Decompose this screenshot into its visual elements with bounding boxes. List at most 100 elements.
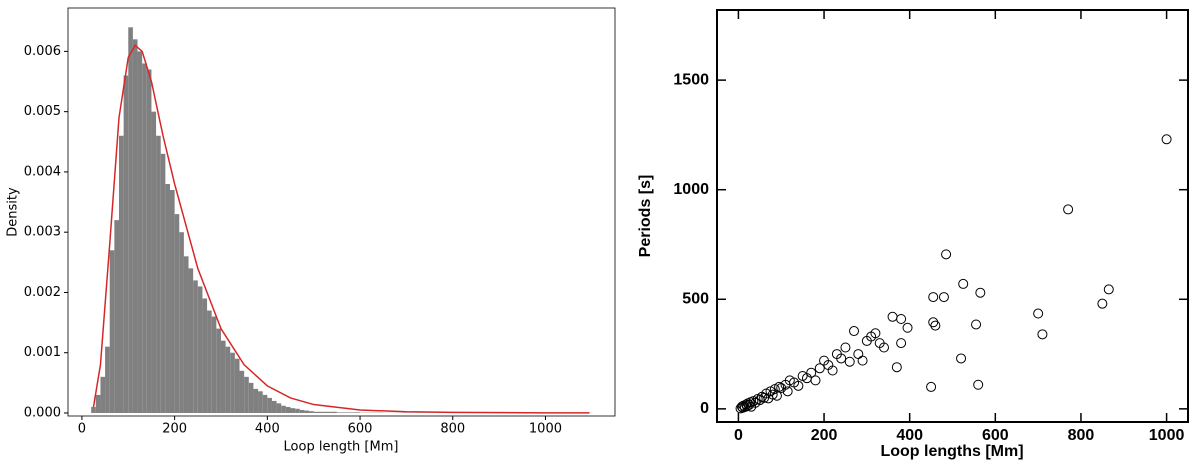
histogram-bar	[128, 27, 133, 413]
scatter-point	[827, 365, 838, 376]
scatter-point	[774, 381, 785, 392]
histogram-bar	[118, 135, 124, 413]
scatter-point	[938, 292, 949, 303]
scatter-point	[896, 338, 907, 349]
y-tick-label: 0.006	[24, 44, 61, 59]
histogram-bar	[253, 388, 259, 413]
y-tick-label: 0.003	[24, 225, 61, 240]
histogram-bar	[234, 358, 240, 413]
scatter-point	[853, 349, 864, 360]
histogram-bar	[109, 250, 115, 413]
scatter-point	[1033, 308, 1044, 319]
fit-curve	[92, 44, 590, 414]
x-tick-label: 200	[162, 422, 187, 437]
scatter-point	[767, 389, 778, 400]
histogram-bar	[169, 190, 175, 413]
x-tick-label: 800	[440, 422, 465, 437]
histogram-bar	[91, 406, 96, 413]
x-tick-label: 600	[348, 422, 373, 437]
y-tick-label: 1500	[673, 71, 709, 88]
scatter-point	[1161, 134, 1172, 145]
plot-frame	[67, 7, 616, 417]
scatter-point	[814, 363, 825, 374]
histogram-bar	[290, 408, 296, 413]
scatter-point	[902, 322, 913, 333]
scatter-point	[866, 331, 877, 342]
y-tick-label: 0.005	[24, 104, 61, 119]
histogram-bar	[248, 382, 254, 413]
scatter-point	[840, 342, 851, 353]
y-tick-label: 0.004	[24, 164, 61, 179]
scatter-point	[831, 349, 842, 360]
x-axis-label: Loop lengths [Mm]	[880, 443, 1023, 460]
histogram-bar	[179, 232, 184, 413]
scatter-point	[928, 292, 939, 303]
scatter-point	[810, 375, 821, 386]
y-tick-label: 0.001	[24, 345, 61, 360]
histogram-bar	[211, 316, 217, 413]
histogram-bar	[271, 400, 277, 413]
histogram-bar	[137, 51, 143, 413]
scatter-point	[896, 314, 907, 324]
histogram-bar	[146, 69, 152, 413]
scatter-point	[971, 319, 982, 330]
scatter-point	[941, 249, 952, 260]
scatter-point	[975, 287, 986, 298]
x-tick-label: 400	[896, 427, 923, 444]
histogram-bar	[156, 135, 161, 413]
histogram-bar	[285, 406, 291, 413]
scatter-point	[887, 311, 898, 322]
y-tick-label: 500	[682, 290, 709, 307]
histogram-bar	[197, 286, 203, 413]
scatter-point	[857, 355, 868, 366]
histogram-bar	[309, 411, 314, 413]
x-tick-label: 200	[811, 427, 838, 444]
histogram-bar	[258, 391, 263, 413]
histogram-bar	[188, 268, 194, 413]
histogram-bar	[207, 310, 212, 413]
scatter-point	[782, 386, 793, 397]
histogram-bar	[295, 408, 300, 413]
histogram-bar	[95, 394, 101, 413]
scatter-point	[1097, 298, 1108, 309]
x-tick-label: 400	[255, 422, 280, 437]
histogram-bar	[276, 403, 282, 413]
scatter-point	[973, 379, 984, 390]
x-tick-label: 0	[734, 427, 743, 444]
scatter-point	[1103, 284, 1114, 295]
histogram-bar	[304, 410, 310, 413]
y-axis-label: Periods [s]	[637, 175, 654, 258]
x-tick-label: 600	[982, 427, 1009, 444]
x-tick-label: 1000	[1149, 427, 1185, 444]
histogram-bar	[267, 397, 272, 413]
scatter-point	[928, 317, 939, 328]
x-tick-label: 1000	[529, 422, 562, 437]
scatter-point	[849, 326, 860, 337]
histogram-bar	[299, 409, 305, 413]
x-tick-label: 0	[78, 422, 86, 437]
scatter-point	[956, 353, 967, 364]
histogram-bar	[114, 220, 119, 413]
histogram-bar	[230, 352, 235, 413]
histogram-bar	[281, 405, 286, 413]
histogram-bar	[202, 298, 208, 413]
histogram-bar	[151, 111, 157, 413]
y-tick-label: 0.002	[24, 285, 61, 300]
histogram-bar	[142, 63, 147, 413]
histogram-bar	[123, 75, 129, 413]
y-axis-label: Density	[6, 187, 21, 237]
histogram-bar	[165, 183, 170, 413]
y-tick-label: 0	[700, 400, 709, 417]
scatter-point	[930, 320, 941, 331]
y-tick-label: 0.000	[24, 405, 61, 420]
x-tick-label: 800	[1068, 427, 1095, 444]
scatter-point	[806, 367, 817, 378]
scatter-point	[958, 278, 969, 289]
scatter-point	[891, 362, 902, 373]
histogram-bar	[132, 39, 138, 413]
scatter-point	[844, 356, 855, 367]
histogram-bar	[193, 280, 198, 413]
scatter-point	[793, 380, 804, 391]
histogram-bar	[244, 376, 249, 413]
histogram-bar	[225, 346, 231, 413]
